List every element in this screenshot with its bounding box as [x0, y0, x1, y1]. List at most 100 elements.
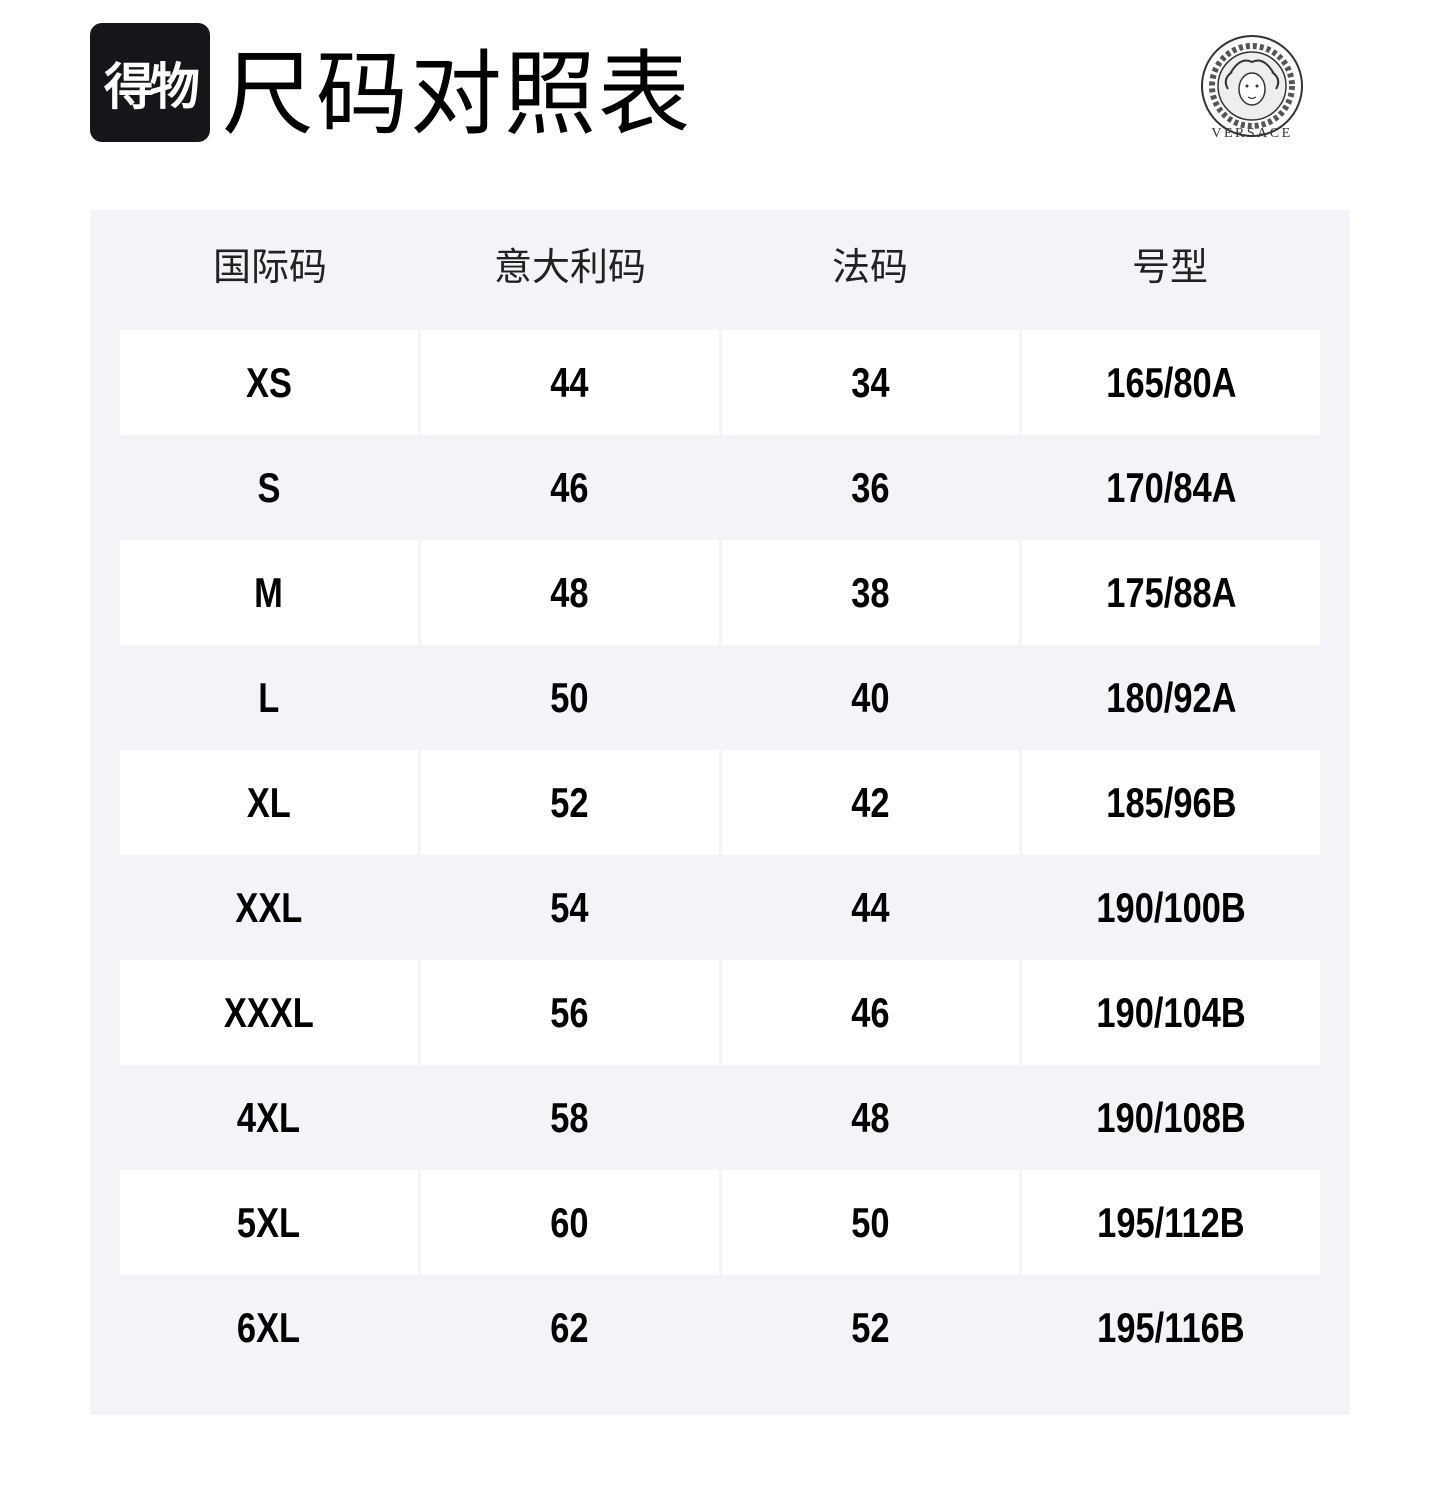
table-row: L 50 40 180/92A: [120, 645, 1320, 750]
cell-value: 56: [550, 988, 589, 1036]
table-cell: L: [120, 645, 418, 750]
cell-value: 36: [851, 463, 890, 511]
table-cell: 52: [420, 750, 719, 855]
table-cell: 50: [721, 1170, 1020, 1275]
table-cell: XXL: [120, 855, 418, 960]
cell-value: 180/92A: [1106, 673, 1237, 721]
table-cell: 5XL: [120, 1170, 418, 1275]
table-row: XL 52 42 185/96B: [120, 750, 1320, 855]
column-header: 意大利码: [493, 247, 646, 289]
table-cell: 44: [420, 330, 719, 435]
column-header: 国际码: [212, 247, 327, 289]
size-chart-table: 国际码 意大利码 法码 号型 XS 44 34 165/80A S 46 36 170/84A M 48…: [90, 210, 1350, 1415]
table-header: 国际码 意大利码 法码 号型: [120, 210, 1320, 330]
cell-value: 60: [550, 1198, 589, 1246]
table-cell: 44: [722, 855, 1020, 960]
table-cell: 34: [721, 330, 1020, 435]
table-cell: 46: [721, 960, 1020, 1065]
table-cell: 46: [421, 435, 719, 540]
cell-value: 50: [550, 673, 589, 721]
table-row: 5XL 60 50 195/112B: [120, 1170, 1320, 1275]
cell-value: 42: [851, 778, 890, 826]
cell-value: 170/84A: [1106, 463, 1237, 511]
table-row: M 48 38 175/88A: [120, 540, 1320, 645]
cell-value: 46: [851, 988, 890, 1036]
table-cell: 165/80A: [1022, 330, 1320, 435]
cell-value: 4XL: [237, 1093, 301, 1141]
table-cell: 62: [421, 1275, 719, 1380]
cell-value: 190/104B: [1096, 988, 1246, 1036]
table-cell: XXXL: [120, 960, 418, 1065]
cell-value: 58: [550, 1093, 589, 1141]
table-cell: 54: [421, 855, 719, 960]
table-cell: 190/104B: [1022, 960, 1320, 1065]
cell-value: XL: [246, 778, 291, 826]
cell-value: 6XL: [237, 1303, 301, 1351]
column-header: 法码: [831, 247, 908, 289]
cell-value: L: [258, 673, 280, 721]
cell-value: S: [257, 463, 281, 511]
table-cell: 6XL: [120, 1275, 418, 1380]
table-cell: XL: [120, 750, 418, 855]
table-row: 4XL 58 48 190/108B: [120, 1065, 1320, 1170]
cell-value: 52: [550, 778, 589, 826]
table-row: S 46 36 170/84A: [120, 435, 1320, 540]
table-cell: 56: [420, 960, 719, 1065]
versace-medusa-logo: [1201, 35, 1303, 137]
table-cell: 40: [722, 645, 1020, 750]
cell-value: 38: [851, 568, 890, 616]
cell-value: 34: [851, 358, 890, 406]
cell-value: 190/100B: [1096, 883, 1246, 931]
cell-value: 185/96B: [1106, 778, 1237, 826]
table-cell: 190/108B: [1022, 1065, 1320, 1170]
table-cell: 52: [722, 1275, 1020, 1380]
cell-value: 5XL: [237, 1198, 301, 1246]
dewu-logo-badge: 得物: [90, 23, 210, 142]
table-cell: 50: [421, 645, 719, 750]
table-cell: 180/92A: [1022, 645, 1320, 750]
table-cell: 190/100B: [1022, 855, 1320, 960]
table-cell: XS: [120, 330, 418, 435]
cell-value: M: [254, 568, 284, 616]
page-title: 尺码对照表: [222, 44, 693, 146]
cell-value: 40: [851, 673, 890, 721]
cell-value: 44: [550, 358, 589, 406]
table-cell: M: [120, 540, 418, 645]
cell-value: 190/108B: [1096, 1093, 1246, 1141]
cell-value: 52: [851, 1303, 890, 1351]
table-cell: 60: [420, 1170, 719, 1275]
table-cell: 48: [420, 540, 719, 645]
table-cell: 195/116B: [1022, 1275, 1320, 1380]
table-row: XS 44 34 165/80A: [120, 330, 1320, 435]
table-cell: S: [120, 435, 418, 540]
cell-value: 62: [550, 1303, 589, 1351]
table-cell: 42: [721, 750, 1020, 855]
table-cell: 38: [721, 540, 1020, 645]
column-header: 号型: [1131, 247, 1208, 289]
table-row: 6XL 62 52 195/116B: [120, 1275, 1320, 1380]
cell-value: XXL: [235, 883, 303, 931]
table-cell: 185/96B: [1022, 750, 1320, 855]
cell-value: 48: [550, 568, 589, 616]
cell-value: 195/116B: [1097, 1303, 1245, 1351]
table-cell: 58: [421, 1065, 719, 1170]
table-cell: 36: [722, 435, 1020, 540]
table-row: XXL 54 44 190/100B: [120, 855, 1320, 960]
cell-value: 195/112B: [1097, 1198, 1245, 1246]
table-cell: 175/88A: [1022, 540, 1320, 645]
cell-value: 165/80A: [1106, 358, 1237, 406]
table-cell: 48: [722, 1065, 1020, 1170]
cell-value: XXXL: [223, 988, 314, 1036]
versace-wordmark: VERSACE: [1211, 126, 1293, 141]
cell-value: 50: [851, 1198, 890, 1246]
cell-value: 48: [851, 1093, 890, 1141]
cell-value: XS: [245, 358, 292, 406]
table-cell: 170/84A: [1022, 435, 1320, 540]
cell-value: 46: [550, 463, 589, 511]
table-cell: 195/112B: [1022, 1170, 1320, 1275]
table-cell: 4XL: [120, 1065, 418, 1170]
cell-value: 175/88A: [1106, 568, 1237, 616]
table-row: XXXL 56 46 190/104B: [120, 960, 1320, 1065]
cell-value: 44: [851, 883, 890, 931]
cell-value: 54: [550, 883, 589, 931]
